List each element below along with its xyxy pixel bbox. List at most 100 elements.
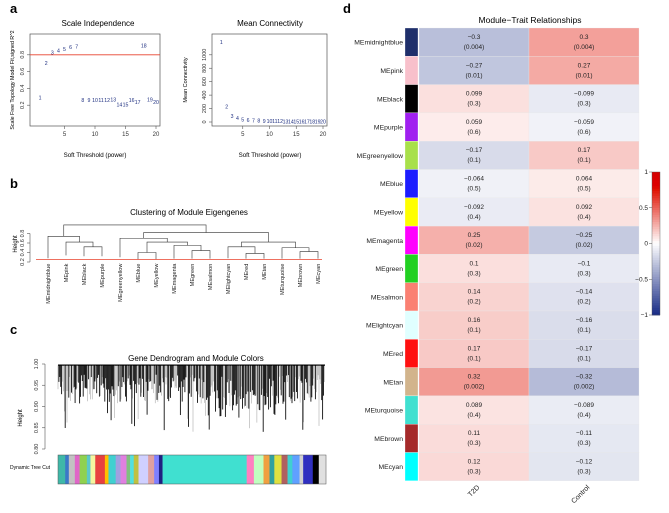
cell-value: −0.11: [576, 430, 592, 437]
point-label: 2: [225, 105, 228, 111]
colorbar-step: [652, 198, 660, 201]
heatmap-cell: [528, 310, 640, 340]
row-label: MEgreen: [375, 266, 403, 273]
point-label: 1: [220, 40, 223, 46]
point-label: 8: [81, 98, 84, 104]
module-color-segment: [246, 455, 255, 484]
scale-independence-chart: Scale Independence Soft Threshold (power…: [10, 19, 161, 159]
y-axis-label: Height: [13, 235, 19, 253]
colorbar-step: [652, 224, 660, 228]
module-color-segment: [158, 455, 163, 484]
leaf-label: MEtan: [262, 264, 268, 280]
cell-value: −0.3: [468, 34, 481, 41]
module-color-segment: [292, 455, 300, 484]
chart-title: Scale Independence: [62, 19, 136, 28]
colorbar-step: [652, 243, 660, 247]
leaf-label: MEmidnightblue: [46, 264, 52, 304]
row-label: MElightcyan: [366, 323, 403, 330]
dendrogram-branch: [281, 247, 310, 259]
panel-letter-c: c: [10, 322, 17, 337]
leaf-label: MEred: [244, 264, 250, 280]
x-tick-label: 10: [92, 132, 99, 138]
colorbar-step: [652, 219, 660, 223]
cell-pvalue: (0.004): [574, 44, 595, 51]
cell-pvalue: (0.3): [467, 101, 480, 108]
point-label: 17: [135, 100, 141, 106]
cell-pvalue: (0.3): [577, 270, 590, 277]
point-label: 5: [241, 117, 244, 123]
row-label: MEblue: [380, 181, 403, 188]
module-swatch: [404, 197, 419, 227]
x-tick-label: 10: [266, 132, 273, 138]
y-tick-label: 0.4: [20, 249, 26, 257]
cell-value: −0.17: [576, 345, 593, 352]
colorbar-step: [652, 291, 660, 294]
plot-frame: [211, 33, 328, 127]
module-color-segment: [269, 455, 275, 484]
module-color-segment: [115, 455, 121, 484]
x-tick-label: 5: [241, 132, 245, 138]
point-label: 17: [304, 119, 310, 125]
point-label: 3: [51, 50, 54, 56]
heatmap-cell: [418, 254, 530, 283]
point-label: 6: [247, 118, 250, 124]
y-axis-label: Height: [18, 409, 24, 427]
cell-value: −0.14: [576, 289, 593, 296]
row-label: MEbrown: [374, 436, 403, 443]
cell-value: −0.092: [464, 204, 484, 211]
colorbar-step: [652, 205, 660, 209]
cell-value: −0.17: [466, 147, 483, 154]
cell-value: −0.25: [576, 232, 593, 239]
colorbar-step: [652, 179, 660, 182]
module-color-segment: [253, 455, 264, 484]
colorbar-step: [652, 183, 660, 187]
module-swatch: [404, 225, 419, 255]
heatmap-cell: [528, 169, 640, 198]
y-tick-label: 0.4: [20, 85, 26, 93]
cell-value: 0.12: [468, 459, 481, 466]
module-color-segment: [126, 455, 131, 484]
cell-pvalue: (0.1): [577, 157, 590, 164]
x-tick-label: 15: [122, 132, 129, 138]
module-color-segment: [104, 455, 109, 484]
y-tick-label: 0.6: [20, 68, 26, 76]
cell-value: 0.17: [578, 147, 591, 154]
point-label: 16: [299, 119, 305, 125]
point-label: 4: [236, 116, 239, 122]
colorbar-step: [652, 281, 660, 285]
column-label: T2D: [467, 484, 481, 498]
cell-pvalue: (0.6): [467, 129, 480, 136]
point-label: 7: [75, 44, 78, 50]
x-axis-label: Soft Threshold (power): [239, 152, 302, 159]
dendrogram-branch: [65, 241, 94, 256]
point-label: 2: [45, 61, 48, 67]
cell-value: 0.059: [466, 119, 483, 126]
panel-letter-d: d: [343, 1, 351, 16]
cell-value: 0.32: [468, 374, 481, 381]
module-swatch: [404, 339, 419, 368]
colorbar-tick-label: −0.5: [635, 276, 648, 283]
point-label: 11: [272, 119, 277, 125]
module-swatch: [404, 282, 419, 312]
heatmap-cell: [418, 84, 530, 114]
colorbar-step: [652, 172, 660, 175]
y-tick-label: 0.90: [34, 401, 40, 412]
colorbar-step: [652, 276, 660, 280]
module-color-segment: [65, 455, 70, 484]
module-color-segment: [281, 455, 288, 484]
heatmap-cell: [528, 395, 640, 425]
colorbar-step: [652, 307, 660, 311]
colorbar-step: [652, 193, 660, 197]
point-label: 9: [263, 119, 266, 125]
colorbar-step: [652, 272, 660, 275]
colorbar-step: [652, 210, 660, 213]
cell-pvalue: (0.3): [577, 469, 590, 476]
dendrogram-branch: [83, 246, 103, 257]
dendrogram-branch: [119, 237, 168, 258]
heatmap-cell: [528, 367, 640, 397]
row-label: MEred: [383, 351, 403, 358]
cell-value: −0.099: [574, 91, 594, 98]
dendrogram-branch: [47, 236, 80, 259]
module-color-segment: [86, 455, 91, 484]
cell-pvalue: (0.5): [577, 186, 590, 193]
